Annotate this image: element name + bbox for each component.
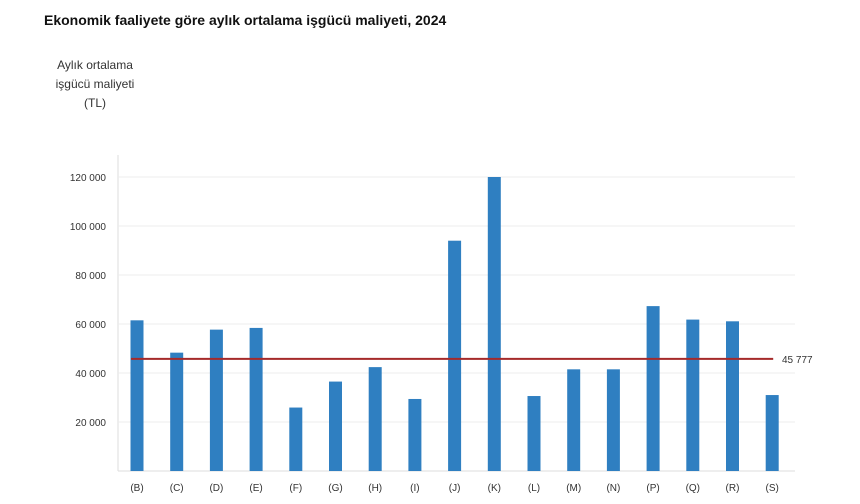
x-tick-label: (L)	[528, 483, 540, 494]
y-axis-label: Aylık ortalama işgücü maliyeti (TL)	[55, 58, 135, 110]
y-tick-label: 60 000	[75, 320, 106, 331]
bar-H	[368, 367, 382, 471]
bar-Q	[686, 319, 700, 471]
x-tick-label: (N)	[606, 483, 620, 494]
x-tick-label: (E)	[249, 483, 262, 494]
x-tick-label: (K)	[488, 483, 501, 494]
y-tick-label: 40 000	[75, 369, 106, 380]
x-tick-label: (H)	[368, 483, 382, 494]
x-tick-label: (M)	[566, 483, 581, 494]
x-tick-label: (S)	[766, 483, 779, 494]
x-tick-label: (G)	[328, 483, 342, 494]
x-tick-label: (R)	[726, 483, 740, 494]
chart-title: Ekonomik faaliyete göre aylık ortalama i…	[44, 12, 447, 28]
bar-B	[130, 320, 144, 471]
x-tick-label: (J)	[449, 483, 461, 494]
x-tick-label: (C)	[170, 483, 184, 494]
average-label: 45 777	[782, 355, 813, 366]
bar-N	[606, 369, 620, 471]
y-tick-label: 80 000	[75, 271, 106, 282]
bar-D	[209, 329, 223, 471]
y-tick-label: 20 000	[75, 418, 106, 429]
bar-C	[170, 352, 184, 471]
bar-L	[527, 396, 541, 471]
bar-P	[646, 306, 660, 471]
x-tick-label: (Q)	[686, 483, 700, 494]
x-tick-label: (F)	[289, 483, 302, 494]
x-tick-label: (B)	[130, 483, 143, 494]
bar-E	[249, 327, 263, 471]
y-tick-label: 100 000	[70, 222, 107, 233]
bar-G	[329, 381, 342, 471]
bar-K	[487, 177, 501, 471]
x-tick-label: (D)	[209, 483, 223, 494]
x-tick-label: (I)	[410, 483, 419, 494]
x-tick-label: (P)	[646, 483, 659, 494]
bar-F	[289, 407, 303, 471]
bar-J	[448, 240, 462, 471]
bar-S	[765, 395, 779, 471]
bar-I	[408, 398, 422, 471]
bar-R	[726, 321, 739, 471]
bar-M	[567, 369, 581, 471]
y-tick-label: 120 000	[70, 173, 107, 184]
